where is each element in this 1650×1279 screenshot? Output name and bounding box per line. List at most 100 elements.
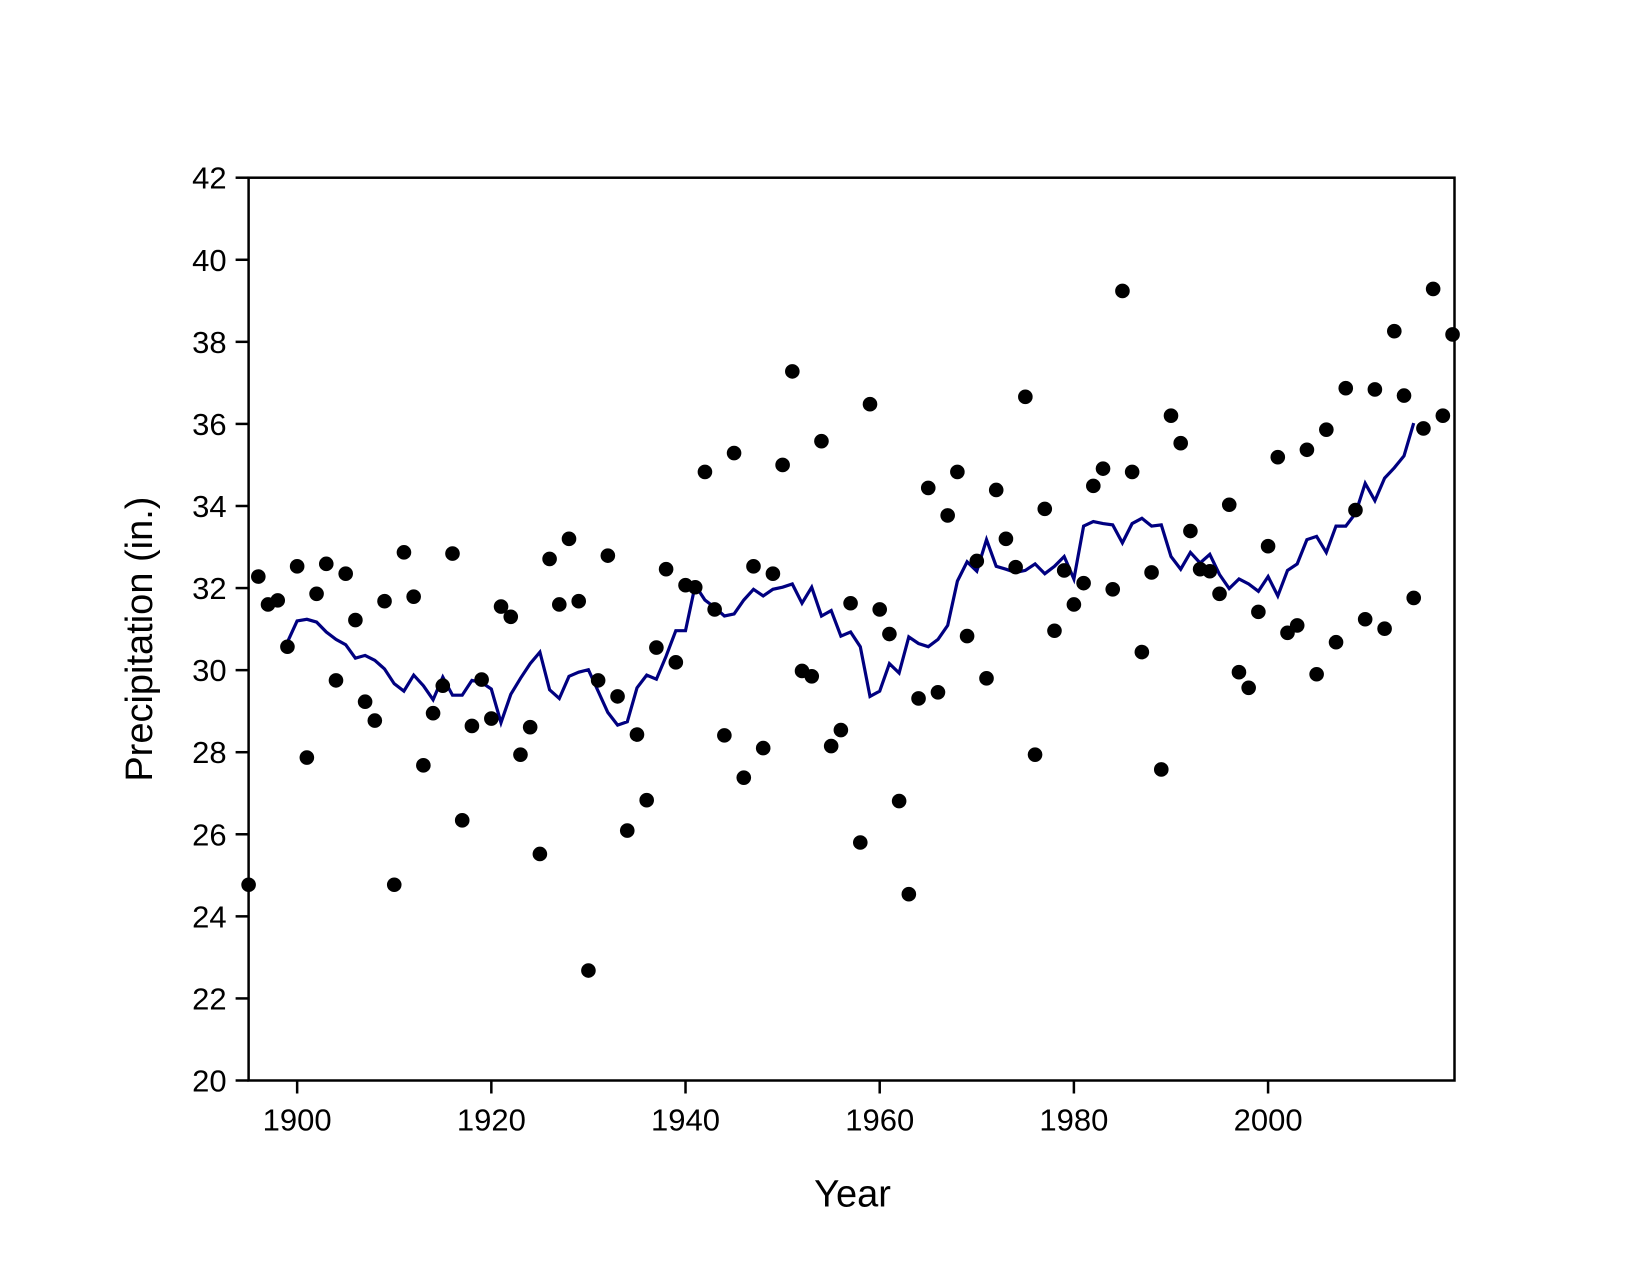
data-point xyxy=(765,566,781,582)
data-point xyxy=(1270,449,1286,465)
data-point xyxy=(1018,389,1033,405)
data-point xyxy=(318,556,334,572)
data-point xyxy=(1231,664,1247,680)
data-point xyxy=(891,793,907,809)
data-point xyxy=(969,553,985,569)
data-point xyxy=(1309,666,1324,682)
y-axis-label: Precipitation (in.) xyxy=(119,497,161,782)
data-point xyxy=(1416,421,1431,436)
data-point xyxy=(561,531,577,547)
data-point xyxy=(289,559,305,574)
data-point xyxy=(755,740,771,756)
data-point xyxy=(1047,623,1062,639)
data-point xyxy=(717,728,732,743)
data-point xyxy=(862,396,878,412)
data-point xyxy=(823,738,839,754)
data-point xyxy=(1124,464,1140,480)
x-tick-label: 1900 xyxy=(263,1103,332,1138)
moving-average-line xyxy=(285,422,1416,729)
data-point xyxy=(1357,611,1373,627)
data-point xyxy=(581,963,596,978)
data-point xyxy=(1377,621,1392,636)
data-point xyxy=(872,602,888,617)
data-point xyxy=(1299,442,1315,458)
data-point xyxy=(610,689,625,704)
y-tick-label: 40 xyxy=(192,243,226,278)
data-point xyxy=(348,612,363,628)
data-point xyxy=(1387,323,1402,339)
data-point xyxy=(406,589,421,604)
data-point xyxy=(785,364,800,379)
data-point xyxy=(270,593,286,608)
data-point xyxy=(1367,382,1383,397)
data-point xyxy=(1202,563,1218,579)
x-tick-label: 1960 xyxy=(845,1103,914,1138)
data-point xyxy=(1406,590,1422,606)
data-point xyxy=(445,546,460,561)
data-point xyxy=(979,671,994,686)
x-tick-label: 1920 xyxy=(457,1103,526,1138)
data-point xyxy=(1095,461,1111,476)
y-tick-label: 36 xyxy=(192,407,226,442)
data-point xyxy=(590,673,606,688)
y-tick-label: 26 xyxy=(192,817,226,852)
data-point xyxy=(1445,327,1460,342)
data-point xyxy=(1338,380,1354,396)
data-point xyxy=(338,566,353,582)
x-tick-label: 1940 xyxy=(651,1103,720,1138)
data-point xyxy=(357,694,373,710)
data-point xyxy=(726,445,742,461)
data-point xyxy=(852,835,868,850)
data-point xyxy=(746,559,761,574)
data-point xyxy=(1251,604,1266,620)
data-point xyxy=(1221,497,1237,513)
data-point xyxy=(280,639,295,655)
y-tick-label: 38 xyxy=(192,325,226,360)
data-point xyxy=(1396,388,1412,403)
data-point xyxy=(911,691,926,706)
data-point xyxy=(386,877,402,893)
data-point xyxy=(542,551,557,567)
data-point xyxy=(1289,618,1305,633)
data-point xyxy=(1086,478,1101,494)
data-point xyxy=(1173,435,1188,451)
data-point xyxy=(658,561,674,577)
data-point xyxy=(484,711,499,726)
data-point xyxy=(425,705,441,721)
data-point xyxy=(775,457,790,473)
data-point xyxy=(998,531,1014,547)
data-point xyxy=(707,602,722,617)
data-point xyxy=(882,626,897,642)
y-tick-label: 32 xyxy=(192,571,226,606)
data-point xyxy=(1153,762,1169,777)
data-point xyxy=(600,548,616,563)
x-tick-label: 2000 xyxy=(1234,1103,1303,1138)
data-point xyxy=(1027,747,1043,762)
data-point xyxy=(649,640,664,655)
data-point xyxy=(1008,559,1023,575)
data-point xyxy=(454,813,470,828)
data-point xyxy=(1115,283,1130,299)
data-point xyxy=(309,586,324,602)
data-point xyxy=(920,480,936,496)
data-point xyxy=(930,684,946,700)
x-tick-label: 1980 xyxy=(1039,1103,1108,1138)
data-point xyxy=(503,609,519,625)
data-point xyxy=(843,595,858,611)
data-point xyxy=(668,655,684,670)
data-point xyxy=(1260,538,1276,554)
data-point xyxy=(522,719,538,735)
data-point xyxy=(1319,422,1334,437)
data-point xyxy=(1134,644,1150,660)
x-axis-label: Year xyxy=(814,1174,891,1216)
data-point xyxy=(736,770,752,785)
data-point xyxy=(435,678,451,694)
data-point xyxy=(1163,408,1179,424)
data-point xyxy=(532,846,548,862)
data-point xyxy=(551,597,567,612)
data-point xyxy=(1241,680,1256,696)
data-point xyxy=(1056,563,1072,578)
y-tick-label: 42 xyxy=(192,161,226,196)
data-point xyxy=(1037,501,1053,517)
data-point xyxy=(493,599,509,614)
